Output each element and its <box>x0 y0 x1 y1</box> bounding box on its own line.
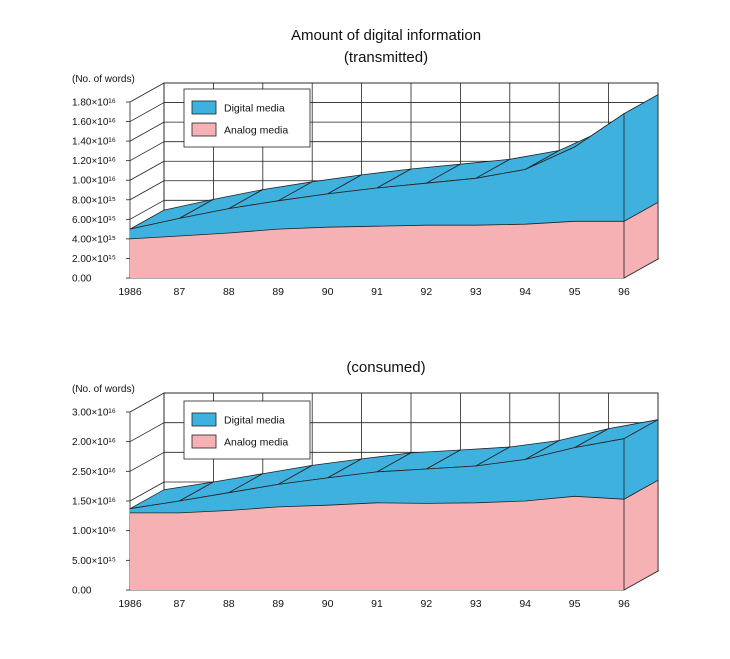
x-tick-label: 91 <box>371 598 383 610</box>
legend-label-analog: Analog media <box>224 125 288 137</box>
chart-subtitle: (transmitted) <box>344 49 428 66</box>
x-tick-label: 92 <box>421 286 433 298</box>
x-tick-label: 96 <box>618 286 630 298</box>
x-tick-label: 89 <box>272 598 284 610</box>
x-tick-label: 88 <box>223 286 235 298</box>
y-tick-label: 4.00×10¹⁵ <box>72 234 116 245</box>
y-tick-label: 2.50×10¹⁶ <box>72 467 116 478</box>
legend-swatch-digital <box>191 412 217 427</box>
y-tick-label: 0.00 <box>72 274 92 285</box>
side-wall-gridline <box>129 392 165 413</box>
legend-swatch-analog <box>191 122 217 137</box>
legend-swatch-digital <box>191 100 217 115</box>
x-tick-label: 88 <box>223 598 235 610</box>
x-tick-label: 92 <box>421 598 433 610</box>
x-tick-label: 87 <box>174 598 186 610</box>
y-tick-label: 0.00 <box>72 586 92 597</box>
series-digital-line <box>129 438 625 510</box>
series-digital-line <box>129 113 625 230</box>
x-tick-label: 95 <box>569 598 581 610</box>
y-tick-label: 6.00×10¹⁵ <box>72 215 116 226</box>
y-tick-label: 2.00×10¹⁶ <box>72 437 116 448</box>
y-tick-label: 1.50×10¹⁶ <box>72 497 116 508</box>
chart-panel-consumed: (consumed) (No. of words) 0.00 5.00×10¹⁵ 1.0… <box>72 359 660 610</box>
x-tick-label: 90 <box>322 598 334 610</box>
digital-side-face <box>623 94 659 222</box>
side-wall-gridline <box>129 82 165 103</box>
x-tick-label: 1986 <box>118 286 142 298</box>
legend-box <box>183 400 311 460</box>
side-wall-gridline <box>129 199 165 220</box>
y-tick-label: 1.00×10¹⁶ <box>72 526 116 537</box>
series-digital-area <box>130 113 624 239</box>
y-tick-label: 3.00×10¹⁶ <box>72 408 116 419</box>
y-tick-label: 1.60×10¹⁶ <box>72 117 116 128</box>
series-analog-line <box>129 220 624 240</box>
x-tick-label: 93 <box>470 286 482 298</box>
y-tick-label: 1.80×10¹⁶ <box>72 98 116 109</box>
x-tick-label: 95 <box>569 286 581 298</box>
x-tick-label: 1986 <box>118 598 142 610</box>
chart-panel-transmitted: Amount of digital information (transmitte… <box>72 27 660 298</box>
side-wall-gridline <box>129 481 165 502</box>
series-digital-area <box>130 438 624 513</box>
legend-label-digital: Digital media <box>224 415 285 427</box>
side-wall-gridline <box>129 141 165 162</box>
series-analog-area <box>130 221 624 278</box>
side-wall-gridline <box>129 102 165 122</box>
x-tick-label: 87 <box>174 286 186 298</box>
y-tick-label: 1.00×10¹⁶ <box>72 176 116 187</box>
side-wall-gridline <box>129 180 165 201</box>
legend-swatch-analog <box>191 434 217 449</box>
series-analog-area <box>130 496 624 590</box>
y-tick-label: 5.00×10¹⁵ <box>72 556 116 567</box>
digital-side-face <box>623 419 659 500</box>
x-tick-label: 89 <box>272 286 284 298</box>
chart-title: Amount of digital information <box>291 27 481 44</box>
side-wall-gridline <box>129 451 165 472</box>
side-wall-gridline <box>129 160 165 181</box>
chart-subtitle: (consumed) <box>346 359 425 376</box>
legend: Digital media Analog media <box>183 88 311 148</box>
y-tick-label: 1.20×10¹⁶ <box>72 156 116 167</box>
side-wall-gridline <box>129 422 165 443</box>
legend-label-digital: Digital media <box>224 103 285 115</box>
x-tick-label: 96 <box>618 598 630 610</box>
legend-label-analog: Analog media <box>224 437 288 449</box>
side-wall-gridline <box>129 121 165 142</box>
y-tick-label: 2.00×10¹⁵ <box>72 254 116 265</box>
x-tick-label: 93 <box>470 598 482 610</box>
x-tick-label: 94 <box>519 286 531 298</box>
legend-box <box>183 88 311 148</box>
x-tick-label: 90 <box>322 286 334 298</box>
x-tick-label: 91 <box>371 286 383 298</box>
y-tick-label: 8.00×10¹⁵ <box>72 195 116 206</box>
x-tick-label: 94 <box>519 598 531 610</box>
legend: Digital media Analog media <box>183 400 311 460</box>
y-axis-label: (No. of words) <box>72 74 135 85</box>
series-analog-line <box>130 495 625 514</box>
y-axis-label: (No. of words) <box>72 384 135 395</box>
y-tick-label: 1.40×10¹⁶ <box>72 137 116 148</box>
